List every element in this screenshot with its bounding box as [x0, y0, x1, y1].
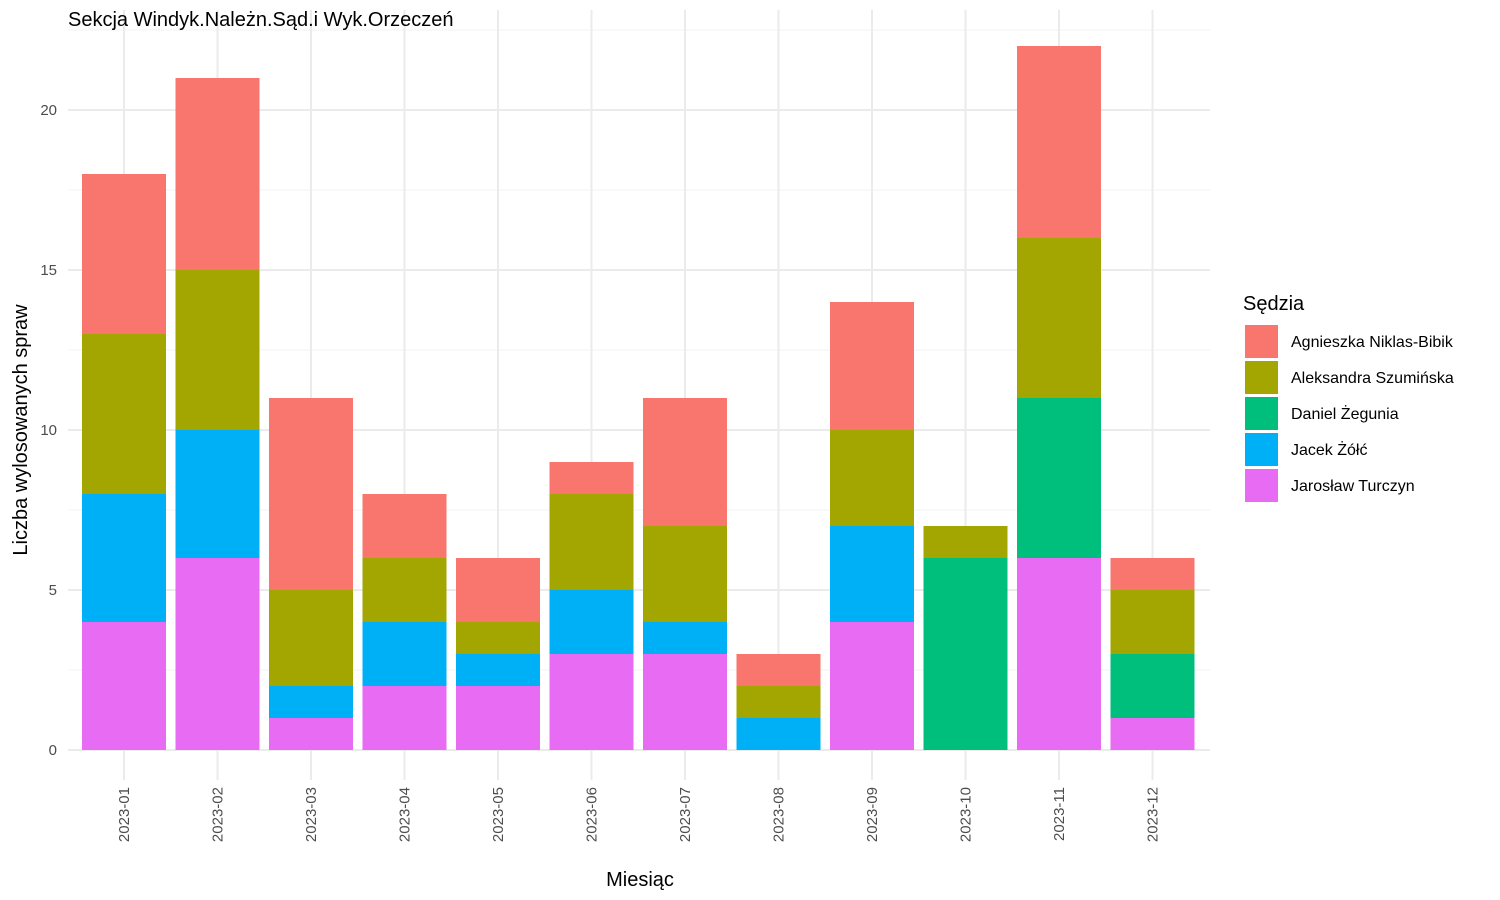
bar-segment [643, 654, 727, 750]
y-axis: 0 5 10 15 20 [40, 102, 57, 759]
bar-segment [362, 494, 447, 558]
bar-segment [923, 526, 1008, 558]
bar-segment [82, 174, 166, 334]
x-tick-label: 2023-02 [210, 787, 227, 842]
x-tick-label: 2023-08 [771, 787, 788, 842]
bar-segment [175, 78, 260, 270]
bar-segment [269, 686, 353, 718]
bar-segment [362, 686, 447, 750]
x-axis-title: Miesiąc [606, 869, 674, 891]
x-tick-label: 2023-10 [958, 787, 975, 842]
bar-segment [82, 494, 166, 622]
bar-segment [269, 398, 353, 590]
x-tick-label: 2023-09 [864, 787, 881, 842]
bar-segment [1110, 590, 1195, 654]
legend-label: Daniel Żegunia [1291, 404, 1399, 423]
bar-segment [82, 334, 166, 494]
bar-segment [1017, 46, 1101, 238]
bars [82, 46, 1195, 750]
bar-segment [1110, 718, 1195, 750]
bar-segment [643, 622, 727, 654]
y-tick-label: 20 [40, 102, 57, 119]
legend-label: Agnieszka Niklas-Bibik [1291, 334, 1454, 351]
bar-segment [736, 718, 821, 750]
legend-swatch [1245, 433, 1278, 466]
bar-segment [736, 654, 821, 686]
x-tick-label: 2023-04 [397, 787, 414, 842]
bar-segment [549, 590, 634, 654]
bar-segment [1017, 558, 1101, 750]
bar-segment [830, 526, 914, 622]
legend-swatch [1245, 469, 1278, 502]
bar-segment [830, 622, 914, 750]
bar-segment [643, 526, 727, 622]
bar-segment [362, 558, 447, 622]
bar-segment [830, 430, 914, 526]
bar-segment [269, 718, 353, 750]
bar-segment [175, 270, 260, 430]
bar-segment [1110, 558, 1195, 590]
legend-label: Aleksandra Szumińska [1291, 370, 1454, 387]
legend-swatch [1245, 325, 1278, 358]
y-tick-label: 10 [40, 422, 57, 439]
bar-segment [643, 398, 727, 526]
bar-segment [923, 558, 1008, 750]
x-tick-label: 2023-03 [303, 787, 320, 842]
bar-segment [549, 494, 634, 590]
bar-segment [549, 654, 634, 750]
bar-segment [1017, 238, 1101, 398]
legend-label: Jarosław Turczyn [1291, 478, 1415, 495]
chart-title: Sekcja Windyk.Należn.Sąd.i Wyk.Orzeczeń [68, 9, 454, 31]
bar-segment [175, 558, 260, 750]
x-tick-label: 2023-05 [490, 787, 507, 842]
bar-segment [456, 622, 540, 654]
x-tick-label: 2023-07 [677, 787, 694, 842]
legend-label: Jacek Żółć [1291, 440, 1367, 459]
bar-segment [456, 686, 540, 750]
x-tick-label: 2023-06 [584, 787, 601, 842]
bar-segment [456, 558, 540, 622]
bar-segment [736, 686, 821, 718]
x-tick-label: 2023-11 [1051, 787, 1068, 841]
bar-segment [362, 622, 447, 686]
x-axis: 2023-01 2023-02 2023-03 2023-04 2023-05 2023-… [116, 787, 1162, 842]
bar-segment [1017, 398, 1101, 558]
bar-segment [1110, 654, 1195, 718]
bar-segment [82, 622, 166, 750]
bar-segment [456, 654, 540, 686]
x-tick-label: 2023-01 [116, 787, 133, 842]
y-tick-label: 15 [40, 262, 57, 279]
legend-title: Sędzia [1243, 293, 1305, 315]
y-tick-label: 0 [49, 742, 57, 759]
bar-segment [175, 430, 260, 558]
legend-swatch [1245, 397, 1278, 430]
y-axis-title: Liczba wylosowanych spraw [10, 304, 32, 556]
bar-segment [549, 462, 634, 494]
legend-swatch [1245, 361, 1278, 394]
y-tick-label: 5 [49, 582, 57, 599]
bar-segment [269, 590, 353, 686]
legend: Agnieszka Niklas-Bibik Aleksandra Szumińs… [1245, 325, 1454, 502]
bar-segment [830, 302, 914, 430]
x-tick-label: 2023-12 [1145, 787, 1162, 842]
